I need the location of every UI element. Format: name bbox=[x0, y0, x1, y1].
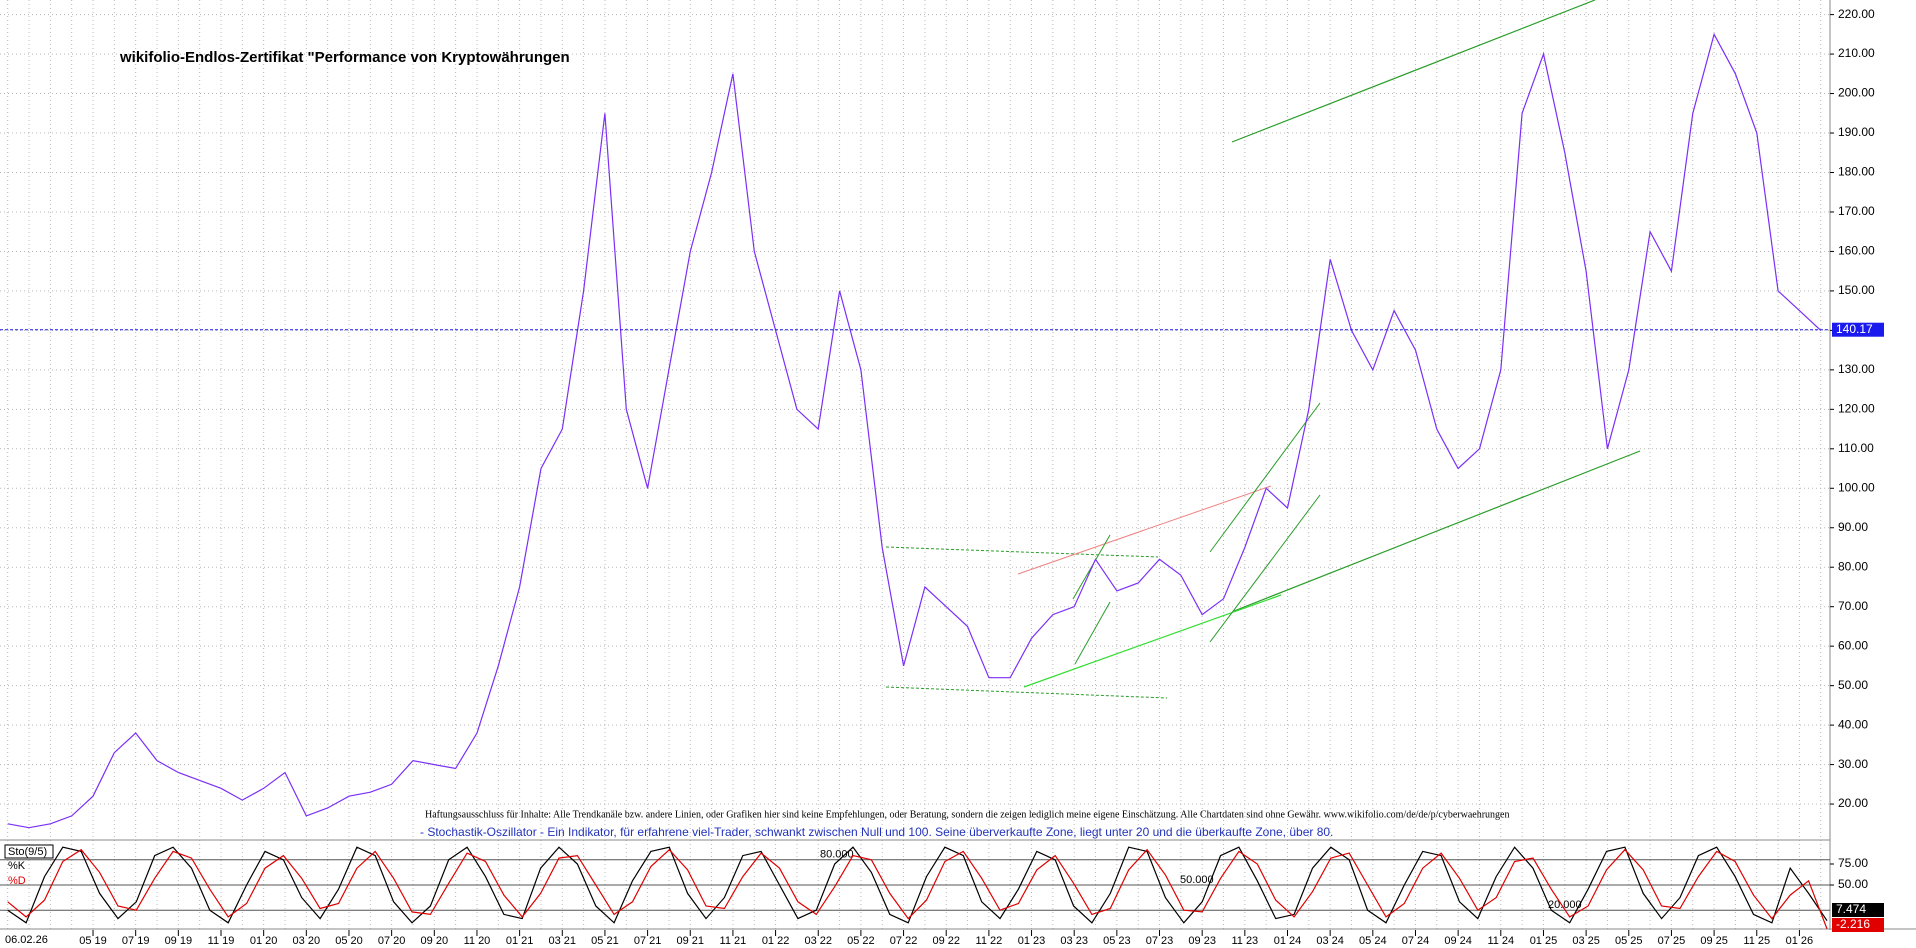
x-tick-label: 09 21 bbox=[676, 935, 704, 947]
last-value-box bbox=[1832, 918, 1884, 932]
y-tick-label: 220.00 bbox=[1838, 7, 1875, 21]
y-tick-label: 200.00 bbox=[1838, 86, 1875, 100]
y-tick-label: 110.00 bbox=[1838, 441, 1874, 455]
last-value-label: 140.17 bbox=[1836, 322, 1873, 336]
x-tick-label: 01 24 bbox=[1274, 935, 1302, 947]
trend-line bbox=[1074, 601, 1111, 665]
x-tick-label: 03 21 bbox=[549, 935, 577, 947]
legend-k: %K bbox=[8, 860, 26, 872]
level-label: 20.000 bbox=[1548, 899, 1582, 911]
y-tick-label: 210.00 bbox=[1838, 46, 1875, 60]
series-line bbox=[7, 846, 1828, 924]
y-tick-label: 20.00 bbox=[1838, 796, 1868, 810]
x-tick-label: 07 22 bbox=[890, 935, 918, 947]
x-tick-label: 05 24 bbox=[1359, 935, 1387, 947]
x-tick-label: 11 21 bbox=[720, 935, 747, 947]
trend-line bbox=[1023, 594, 1282, 688]
x-tick-label: 05 23 bbox=[1103, 935, 1131, 947]
series-line bbox=[7, 848, 1828, 930]
x-tick-label: 09 23 bbox=[1188, 935, 1216, 947]
x-tick-label: 09 20 bbox=[421, 935, 449, 947]
x-tick-label: 11 19 bbox=[208, 935, 235, 947]
trend-lines bbox=[885, 0, 1641, 699]
channel-line bbox=[885, 546, 1159, 558]
y-tick-label: 120.00 bbox=[1838, 402, 1875, 416]
y-tick-label: 75.00 bbox=[1838, 856, 1868, 870]
y-tick-label: 80.00 bbox=[1838, 559, 1868, 573]
x-tick-label: 07 19 bbox=[122, 935, 150, 947]
last-value-box bbox=[1832, 322, 1884, 337]
x-tick-label: 05 22 bbox=[847, 935, 875, 947]
x-tick-label: 07 21 bbox=[634, 935, 662, 947]
x-tick-label: 07 25 bbox=[1658, 935, 1686, 947]
x-tick-label: 09 24 bbox=[1444, 935, 1472, 947]
x-tick-label: 07 20 bbox=[378, 935, 406, 947]
x-tick-label: 11 23 bbox=[1231, 935, 1258, 947]
y-tick-label: 60.00 bbox=[1838, 638, 1868, 652]
last-value-box bbox=[1832, 903, 1884, 917]
x-tick-label: 01 26 bbox=[1786, 935, 1814, 947]
x-tick-label: 01 20 bbox=[250, 935, 278, 947]
x-tick-label: 05 25 bbox=[1615, 935, 1643, 947]
y-tick-label: 40.00 bbox=[1838, 717, 1868, 731]
indicator-description: - Stochastik-Oszillator - Ein Indikator,… bbox=[420, 825, 1333, 839]
series-line bbox=[7, 32, 1822, 829]
x-tick-label: 01 25 bbox=[1530, 935, 1558, 947]
last-value-label: 7.474 bbox=[1836, 902, 1866, 916]
legend-d: %D bbox=[8, 875, 26, 887]
y-tick-label: 190.00 bbox=[1838, 125, 1875, 139]
trend-line bbox=[1017, 485, 1272, 575]
trend-line bbox=[1209, 494, 1321, 643]
level-label: 50.000 bbox=[1180, 874, 1214, 886]
x-tick-label: 07 23 bbox=[1146, 935, 1174, 947]
x-tick-label: 11 24 bbox=[1487, 935, 1514, 947]
y-tick-label: 50.00 bbox=[1838, 877, 1868, 891]
y-tick-label: 100.00 bbox=[1838, 480, 1875, 494]
y-tick-label: 180.00 bbox=[1838, 165, 1875, 179]
x-tick-label: 09 25 bbox=[1700, 935, 1728, 947]
x-tick-label: 03 24 bbox=[1316, 935, 1344, 947]
x-tick-label: 03 22 bbox=[804, 935, 832, 947]
chart-title: wikifolio-Endlos-Zertifikat "Performance… bbox=[119, 49, 570, 66]
trend-line bbox=[1233, 450, 1641, 612]
channel-line bbox=[885, 686, 1168, 699]
x-tick-label: 07 24 bbox=[1402, 935, 1430, 947]
x-tick-label: 01 22 bbox=[762, 935, 790, 947]
last-value-label: -2.216 bbox=[1836, 917, 1870, 931]
level-label: 80.000 bbox=[820, 849, 854, 861]
y-tick-label: 130.00 bbox=[1838, 362, 1875, 376]
x-tick-label: 09 19 bbox=[165, 935, 193, 947]
y-tick-label: 50.00 bbox=[1838, 678, 1868, 692]
y-tick-label: 170.00 bbox=[1838, 204, 1875, 218]
x-tick-label: 05 19 bbox=[79, 935, 107, 947]
x-tick-label: 09 22 bbox=[932, 935, 960, 947]
x-tick-label: 03 23 bbox=[1060, 935, 1088, 947]
y-tick-label: 90.00 bbox=[1838, 520, 1868, 534]
indicator-box bbox=[4, 844, 54, 859]
x-tick-label: 05 21 bbox=[591, 935, 619, 947]
x-tick-label: 01 21 bbox=[506, 935, 534, 947]
trend-line bbox=[1231, 0, 1596, 143]
trend-line bbox=[1209, 402, 1321, 553]
x-tick-label: 03 20 bbox=[293, 935, 321, 947]
date-stamp: 06.02.26 bbox=[5, 934, 48, 946]
x-tick-label: 01 23 bbox=[1018, 935, 1046, 947]
x-tick-label: 11 22 bbox=[976, 935, 1003, 947]
y-tick-label: 30.00 bbox=[1838, 757, 1868, 771]
x-tick-label: 05 20 bbox=[335, 935, 363, 947]
y-tick-label: 70.00 bbox=[1838, 599, 1868, 613]
x-tick-label: 11 20 bbox=[464, 935, 491, 947]
grid bbox=[0, 0, 1830, 929]
y-tick-label: 150.00 bbox=[1838, 283, 1875, 297]
x-tick-label: 03 25 bbox=[1572, 935, 1600, 947]
indicator-name: Sto(9/5) bbox=[8, 846, 47, 858]
y-tick-label: 160.00 bbox=[1838, 244, 1875, 258]
x-tick-label: 11 25 bbox=[1743, 935, 1770, 947]
disclaimer: Haftungsausschluss für Inhalte: Alle Tre… bbox=[425, 809, 1510, 820]
